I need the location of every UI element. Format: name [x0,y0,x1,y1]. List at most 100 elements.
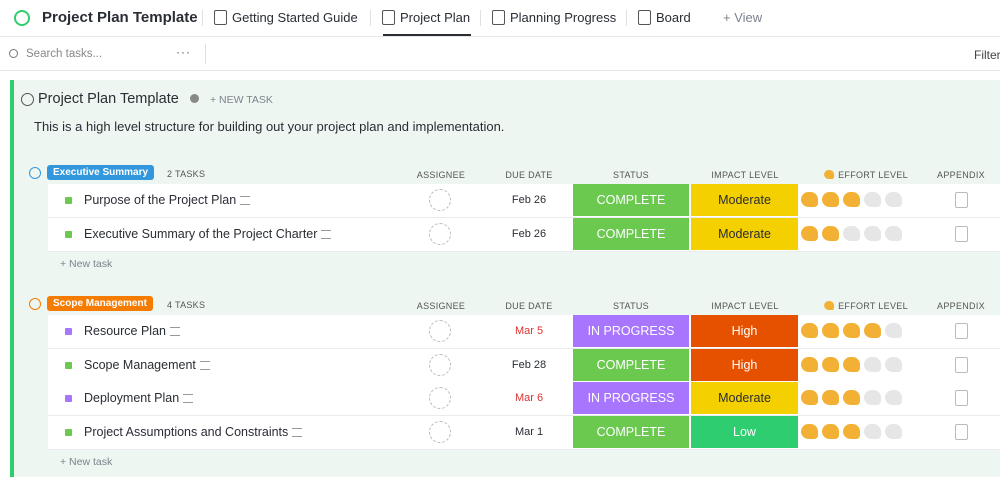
task-row[interactable]: Scope Management Feb 28 COMPLETE High [48,348,1000,383]
effort-icon [801,323,818,338]
appendix-icon[interactable] [955,192,968,208]
filter-button[interactable]: Filter [974,48,1000,62]
status-cell[interactable]: COMPLETE [573,415,689,448]
task-name[interactable]: Scope Management [84,357,196,372]
appendix-icon[interactable] [955,225,968,242]
group-label[interactable]: Scope Management [47,296,153,311]
column-header: IMPACT LEVEL [711,301,779,311]
info-icon [190,94,199,103]
group-toggle [29,167,41,179]
collapse-icon [21,93,34,106]
logo [14,10,30,26]
impact-cell[interactable]: Moderate [691,217,798,250]
effort-icon [885,225,902,241]
description-icon [170,327,180,336]
new-task-button[interactable]: + NEW TASK [210,94,273,106]
more-button[interactable]: ··· [176,45,191,59]
task-count: 4 TASKS [167,300,206,310]
effort-rating[interactable] [801,192,906,208]
impact-cell[interactable]: Low [691,415,798,448]
active-tab-underline [383,34,471,36]
due-date: Feb 26 [511,194,547,206]
appendix-icon[interactable] [955,323,968,339]
task-row[interactable]: Resource Plan Mar 5 IN PROGRESS High [48,315,1000,349]
impact-cell[interactable]: Moderate [691,382,798,414]
effort-rating[interactable] [801,323,906,339]
tab[interactable]: Getting Started Guide [232,10,358,25]
effort-icon [885,423,902,439]
tab[interactable]: Board [656,10,691,25]
effort-icon [843,390,860,405]
task-name[interactable]: Resource Plan [84,324,166,338]
task-name[interactable]: Deployment Plan [84,391,180,405]
assignee-icon [429,189,451,211]
effort-icon [864,423,881,439]
task-row[interactable]: Deployment Plan Mar 6 IN PROGRESS Moderate [48,382,1000,416]
tab[interactable]: Project Plan [400,10,471,25]
column-header: STATUS [613,301,649,311]
effort-rating[interactable] [801,225,906,242]
tab-separator [370,10,371,26]
task-name[interactable]: Project Assumptions and Constraints [84,424,289,439]
status-cell[interactable]: IN PROGRESS [573,315,689,347]
appendix-icon[interactable] [955,390,968,406]
due-date: Feb 28 [511,358,547,371]
effort-icon [843,423,860,439]
new-task-link[interactable]: + New task [60,456,113,468]
tab-separator [626,10,627,26]
impact-cell[interactable]: High [691,348,798,381]
effort-rating[interactable] [801,423,906,440]
due-date: Mar 1 [514,425,544,438]
effort-icon [885,323,902,338]
column-header: APPENDIX [937,170,985,180]
effort-icon [801,225,818,241]
appendix-icon[interactable] [955,423,968,440]
column-header: DUE DATE [505,301,553,311]
task-bullet [65,328,72,335]
tab[interactable]: Planning Progress [510,10,617,25]
list-accent [10,80,14,477]
workspace-title[interactable]: Project Plan Template [42,9,198,26]
assignee-icon [429,222,451,245]
impact-cell[interactable]: High [691,315,798,347]
effort-icon [824,170,835,179]
appendix-icon[interactable] [955,356,968,373]
status-cell[interactable]: IN PROGRESS [573,382,689,414]
effort-icon [822,390,839,405]
tab-icon [492,10,505,25]
group-label[interactable]: Executive Summary [47,165,155,180]
task-row[interactable]: Purpose of the Project Plan Feb 26 COMPLET… [48,184,1000,218]
tab-separator [480,10,481,26]
task-row[interactable]: Project Assumptions and Constraints Mar 1… [48,415,1000,450]
impact-cell[interactable]: Moderate [691,184,798,216]
effort-icon [801,390,818,405]
status-cell[interactable]: COMPLETE [573,217,689,250]
effort-icon [801,423,818,439]
status-cell[interactable]: COMPLETE [573,184,689,216]
task-name[interactable]: Purpose of the Project Plan [84,193,237,207]
effort-icon [885,390,902,405]
status-cell[interactable]: COMPLETE [573,348,689,381]
task-name[interactable]: Executive Summary of the Project Charter [84,226,318,241]
description-icon [183,394,193,403]
task-bullet [65,428,72,436]
list-description: This is a high level structure for build… [34,119,505,134]
add-view[interactable]: + View [723,10,763,25]
task-count: 2 TASKS [167,169,206,179]
new-task-link[interactable]: + New task [60,258,113,270]
task-row[interactable]: Executive Summary of the Project Charter… [48,217,1000,252]
effort-icon [822,225,839,241]
column-header: ASSIGNEE [416,170,466,180]
effort-rating[interactable] [801,390,906,406]
group-toggle [29,298,41,310]
tab-icon [638,10,651,25]
due-date: Mar 5 [514,325,544,337]
search-box[interactable]: Search tasks... [26,48,103,60]
divider [0,70,1000,71]
effort-rating[interactable] [801,356,906,373]
tab-icon [214,10,227,25]
column-header: DUE DATE [505,170,553,180]
task-bullet [65,395,72,402]
effort-icon [843,356,860,372]
